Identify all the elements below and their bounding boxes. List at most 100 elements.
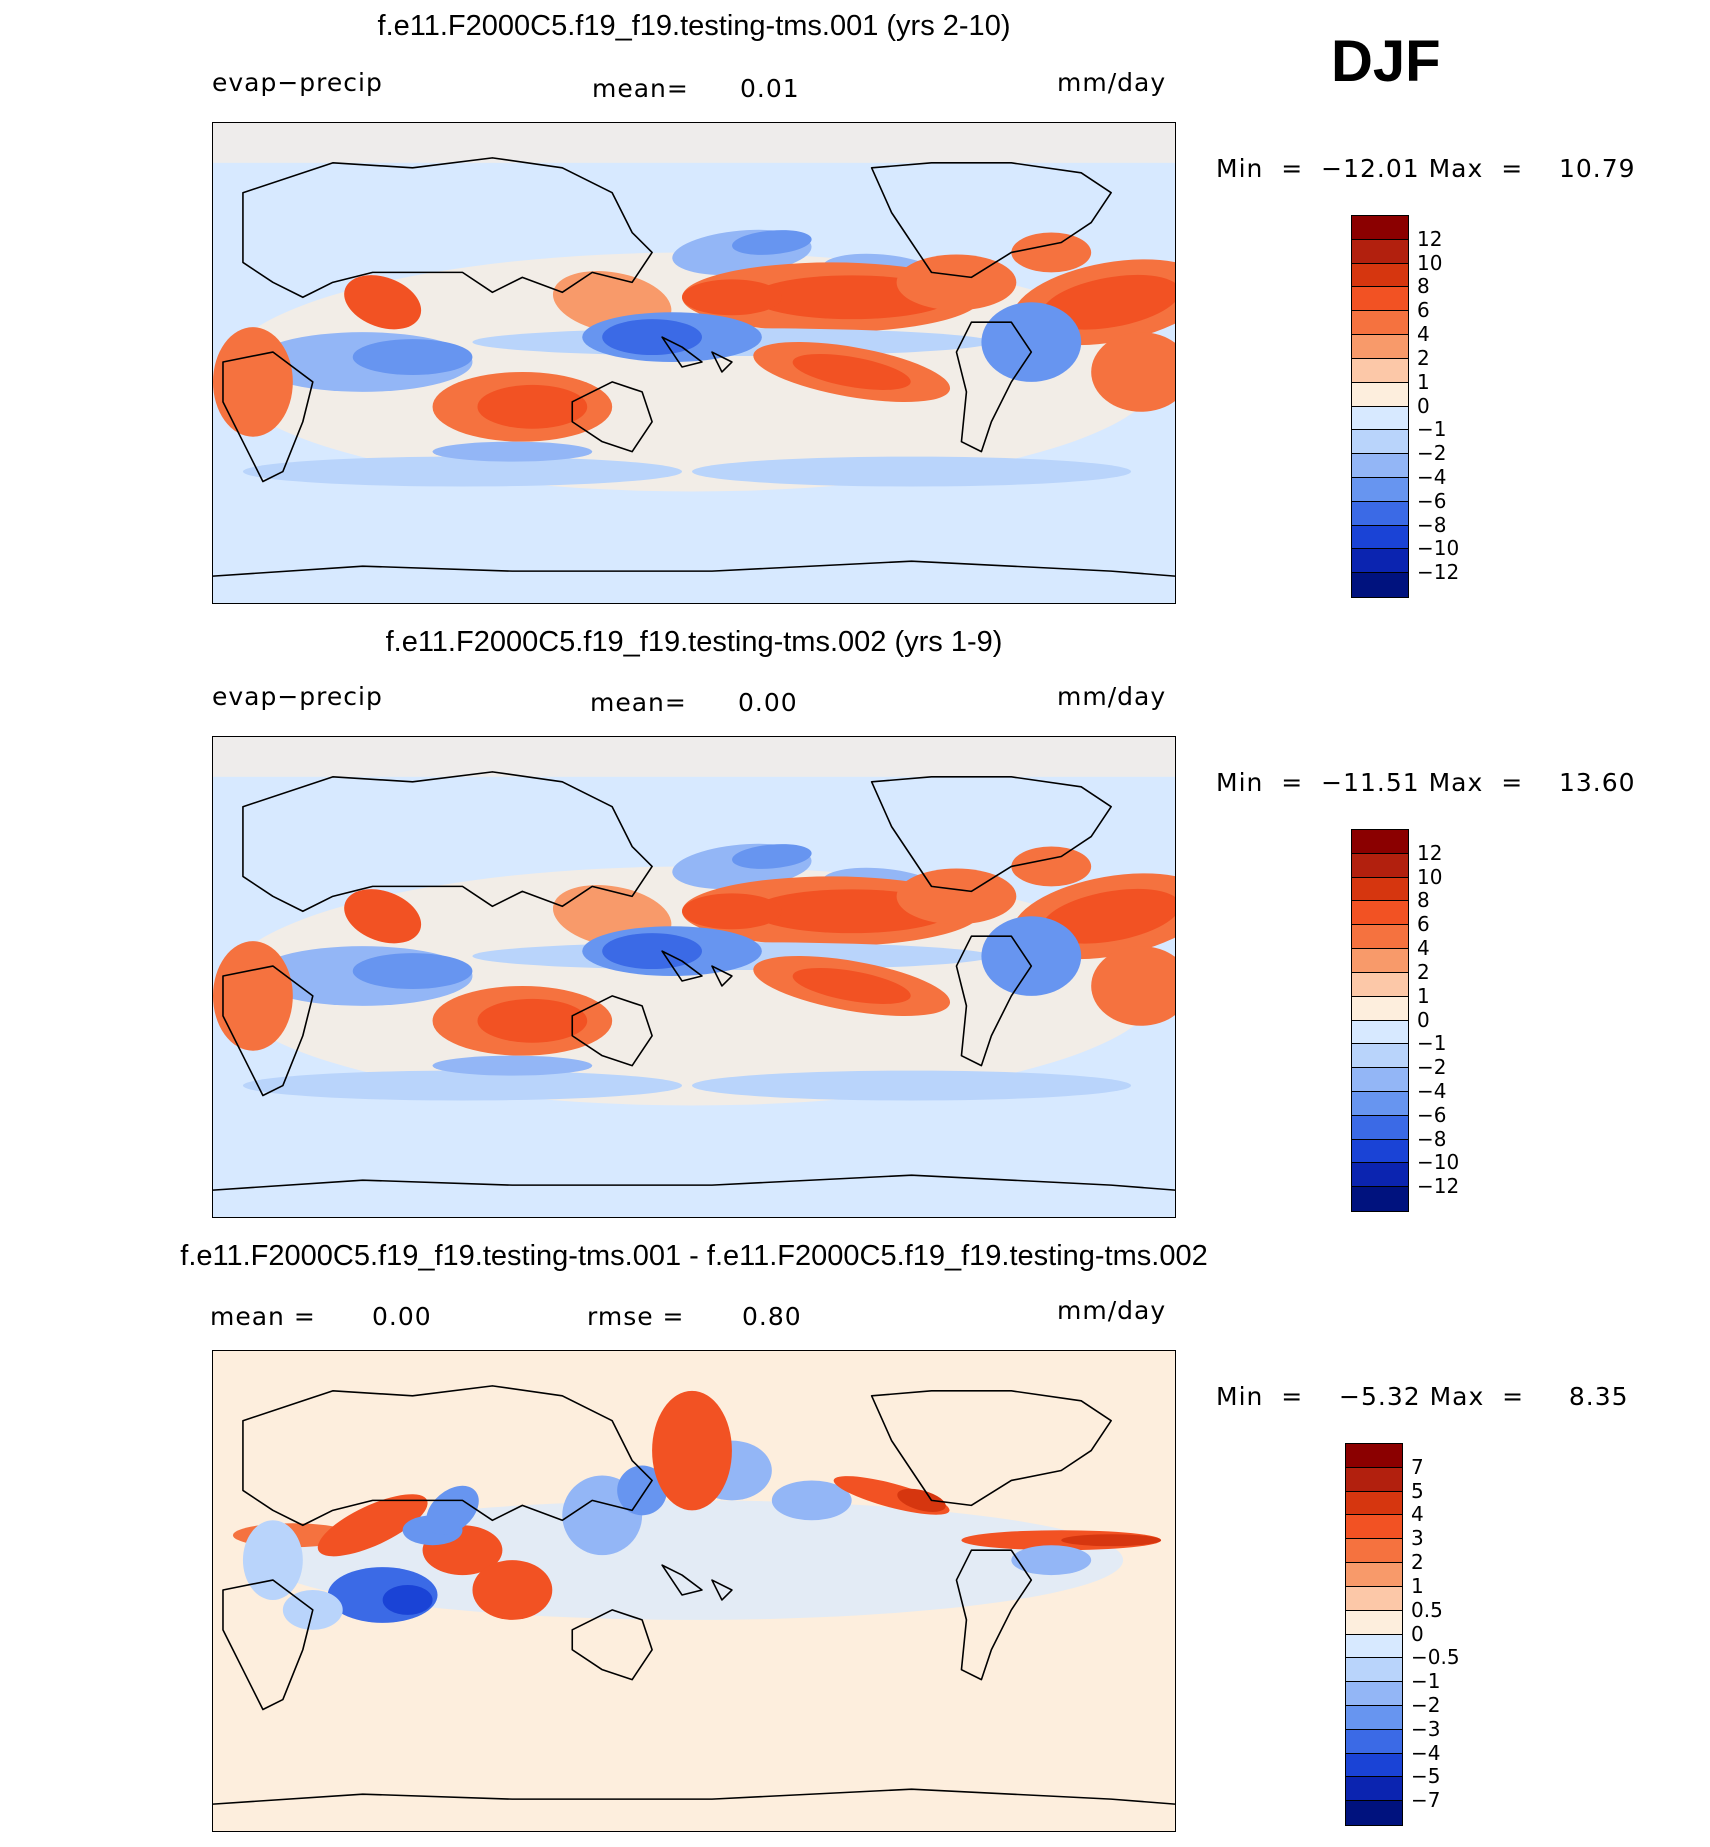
- panel-2-min-eq: =: [1272, 768, 1313, 797]
- panel-2-mean-value: 0.00: [738, 688, 798, 717]
- colorbar-tick-label: 6: [1417, 298, 1430, 323]
- panel-1-variable-label: evap−precip: [212, 68, 383, 97]
- colorbar-segment: [1352, 406, 1408, 431]
- colorbar-tick-label: 12: [1417, 840, 1443, 865]
- panel-1-mean-value: 0.01: [740, 74, 800, 103]
- colorbar-segment: [1352, 239, 1408, 264]
- colorbar-tick-label: 10: [1417, 864, 1443, 889]
- colorbar-tick-label: −3: [1411, 1716, 1441, 1741]
- colorbar-tick-label: 3: [1411, 1526, 1424, 1551]
- panel-2-variable-label: evap−precip: [212, 682, 383, 711]
- panel-3-max-value: 8.35: [1568, 1382, 1629, 1411]
- panel-3-rmse-value: 0.80: [742, 1302, 802, 1331]
- colorbar-tick-label: −12: [1417, 560, 1460, 585]
- colorbar-segment: [1346, 1753, 1402, 1778]
- colorbar-tick-label: 8: [1417, 274, 1430, 299]
- colorbar-tick-label: −6: [1417, 488, 1447, 513]
- colorbar-tick-label: 1: [1411, 1573, 1424, 1598]
- colorbar-tick-label: 2: [1417, 959, 1430, 984]
- panel-2-contour-field: [213, 737, 1175, 1217]
- colorbar-tick-label: 0.5: [1411, 1597, 1443, 1622]
- colorbar-tick-label: −4: [1417, 1078, 1447, 1103]
- panel-2-colorbar: [1351, 829, 1409, 1212]
- colorbar-tick-label: 1: [1417, 983, 1430, 1008]
- colorbar-segment: [1346, 1729, 1402, 1754]
- panel-3-max-eq: =: [1493, 1382, 1560, 1411]
- panel-1-min-value: −12.01: [1321, 154, 1420, 183]
- panel-2-max-value: 13.60: [1558, 768, 1636, 797]
- panel-3-min-eq: =: [1272, 1382, 1331, 1411]
- colorbar-tick-label: 2: [1411, 1550, 1424, 1575]
- colorbar-segment: [1346, 1444, 1402, 1468]
- colorbar-segment: [1352, 996, 1408, 1021]
- panel-3-colorbar: [1345, 1443, 1403, 1826]
- colorbar-tick-label: −8: [1417, 512, 1447, 537]
- panel-2-units: mm/day: [1057, 682, 1167, 711]
- colorbar-segment: [1352, 216, 1408, 240]
- colorbar-tick-label: −1: [1411, 1669, 1441, 1694]
- colorbar-segment: [1352, 263, 1408, 288]
- panel-1-contour-field: [213, 123, 1175, 603]
- panel-2-mean-label: mean=: [590, 688, 687, 717]
- colorbar-segment: [1352, 972, 1408, 997]
- colorbar-segment: [1352, 454, 1408, 478]
- colorbar-tick-label: −10: [1417, 1150, 1460, 1175]
- colorbar-segment: [1352, 1020, 1408, 1045]
- panel-3-max-label: Max: [1429, 1382, 1485, 1411]
- colorbar-tick-label: 10: [1417, 250, 1443, 275]
- panel-3-mean-label: mean =: [210, 1302, 316, 1331]
- panel-3-contour-field: [213, 1351, 1175, 1831]
- colorbar-tick-label: −12: [1417, 1174, 1460, 1199]
- colorbar-segment: [1346, 1682, 1402, 1706]
- colorbar-segment: [1352, 1068, 1408, 1092]
- colorbar-tick-label: −2: [1417, 1055, 1447, 1080]
- colorbar-segment: [1346, 1586, 1402, 1611]
- colorbar-segment: [1346, 1705, 1402, 1730]
- colorbar-tick-label: 0: [1411, 1621, 1424, 1646]
- panel-1-max-eq: =: [1492, 154, 1550, 183]
- colorbar-segment: [1346, 1491, 1402, 1516]
- colorbar-segment: [1352, 358, 1408, 383]
- colorbar-segment: [1352, 901, 1408, 926]
- panel-2-min-label: Min: [1216, 768, 1264, 797]
- season-label: DJF: [1331, 29, 1441, 94]
- colorbar-segment: [1352, 1091, 1408, 1116]
- colorbar-tick-label: −6: [1417, 1102, 1447, 1127]
- panel-3-min-label: Min: [1216, 1382, 1264, 1411]
- colorbar-tick-label: 5: [1411, 1478, 1424, 1503]
- colorbar-segment: [1352, 949, 1408, 973]
- colorbar-segment: [1352, 477, 1408, 502]
- panel-1-units: mm/day: [1057, 68, 1167, 97]
- colorbar-tick-label: 4: [1417, 322, 1430, 347]
- panel-1-max-value: 10.79: [1558, 154, 1636, 183]
- panel-3-rmse-label: rmse =: [587, 1302, 685, 1331]
- colorbar-tick-label: 8: [1417, 888, 1430, 913]
- colorbar-tick-label: 4: [1417, 936, 1430, 961]
- colorbar-tick-label: −5: [1411, 1764, 1441, 1789]
- panel-3-minmax: Min = −5.32 Max = 8.35: [1216, 1382, 1629, 1411]
- colorbar-tick-label: −0.5: [1411, 1645, 1460, 1670]
- colorbar-tick-label: −4: [1417, 464, 1447, 489]
- colorbar-segment: [1346, 1610, 1402, 1635]
- colorbar-tick-label: −1: [1417, 417, 1447, 442]
- colorbar-tick-label: 12: [1417, 226, 1443, 251]
- colorbar-segment: [1346, 1658, 1402, 1683]
- panel-1-minmax: Min = −12.01 Max = 10.79: [1216, 154, 1636, 183]
- colorbar-segment: [1346, 1467, 1402, 1492]
- colorbar-tick-label: −7: [1411, 1788, 1441, 1813]
- colorbar-segment: [1346, 1777, 1402, 1802]
- colorbar-segment: [1352, 287, 1408, 312]
- panel-1-min-label: Min: [1216, 154, 1264, 183]
- colorbar-segment: [1352, 1139, 1408, 1164]
- colorbar-segment: [1352, 525, 1408, 550]
- panel-3-mean-value: 0.00: [372, 1302, 432, 1331]
- colorbar-segment: [1346, 1634, 1402, 1659]
- colorbar-tick-label: 6: [1417, 912, 1430, 937]
- colorbar-segment: [1352, 925, 1408, 950]
- colorbar-segment: [1352, 382, 1408, 407]
- panel-1-mean-label: mean=: [592, 74, 689, 103]
- panel-2-map: [212, 736, 1176, 1218]
- colorbar-segment: [1346, 1539, 1402, 1564]
- colorbar-segment: [1352, 501, 1408, 526]
- colorbar-tick-label: −2: [1411, 1692, 1441, 1717]
